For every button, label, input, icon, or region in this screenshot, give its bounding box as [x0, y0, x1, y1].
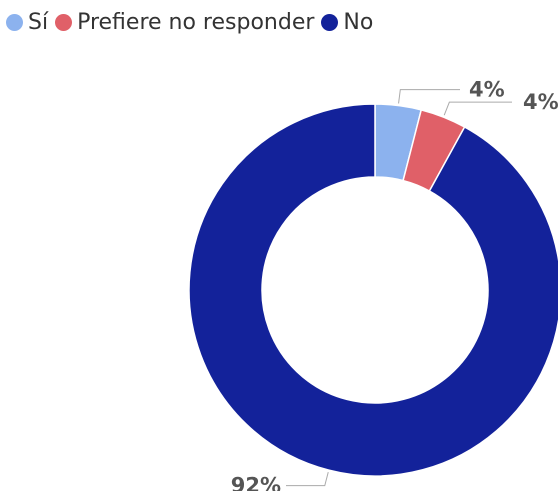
legend-label-si: Sí — [28, 9, 49, 35]
label-si: 4% — [469, 78, 505, 102]
chart-legend: Sí Prefiere no responder No — [6, 8, 376, 36]
legend-item-si[interactable]: Sí — [6, 10, 48, 35]
legend-label-no: No — [343, 9, 374, 35]
legend-item-prefiere[interactable]: Prefiere no responder — [55, 10, 314, 35]
legend-label-prefiere: Prefiere no responder — [77, 9, 315, 35]
legend-item-no[interactable]: No — [321, 10, 373, 35]
slice-no[interactable] — [188, 103, 558, 477]
leader-line-no — [286, 471, 329, 487]
legend-swatch-no — [321, 13, 339, 31]
label-prefiere: 4% — [523, 90, 558, 114]
legend-swatch-prefiere — [55, 13, 73, 31]
leader-line-si — [398, 89, 460, 104]
label-no: 92% — [231, 474, 281, 491]
leader-line-prefiere — [443, 101, 512, 116]
legend-swatch-si — [6, 13, 23, 31]
